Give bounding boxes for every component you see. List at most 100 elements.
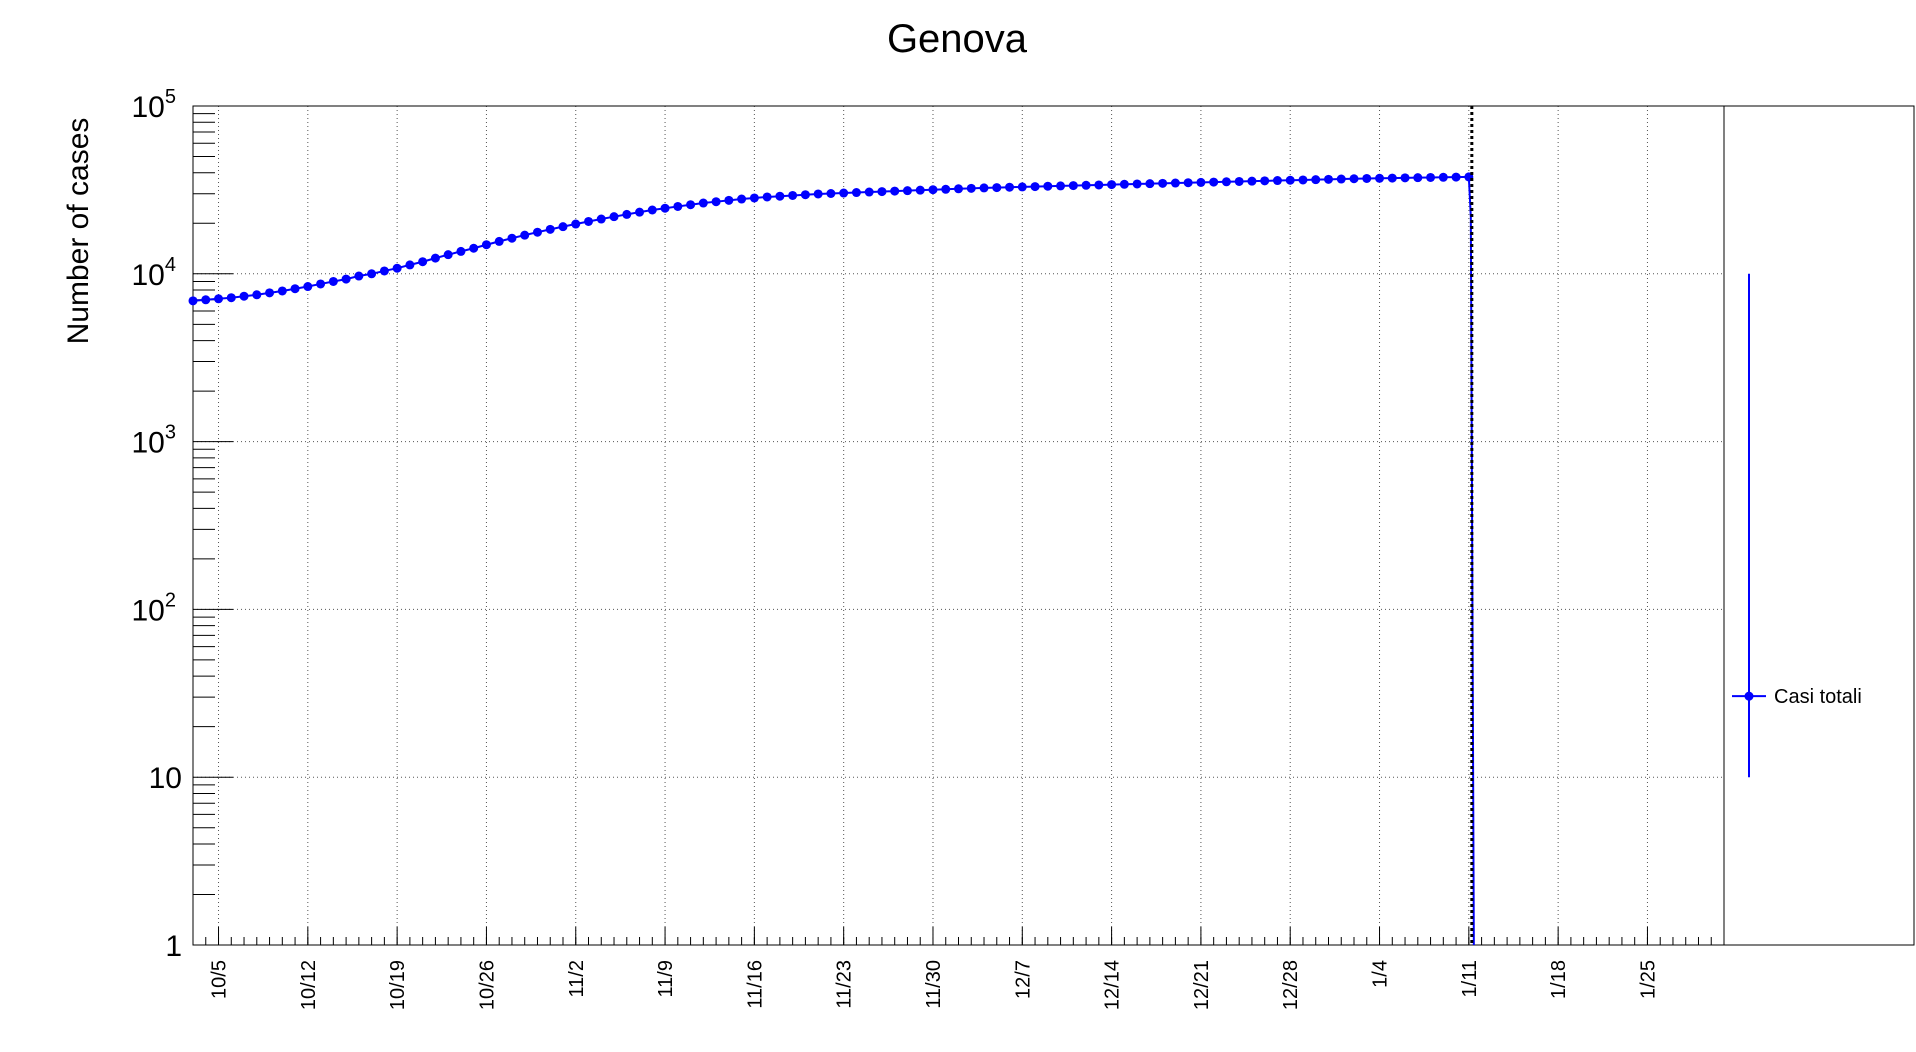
- x-tick-label: 12/21: [1191, 960, 1213, 1010]
- x-tick-label: 12/14: [1102, 960, 1124, 1010]
- series-layer: [188, 106, 1475, 946]
- data-point: [430, 253, 440, 263]
- data-point: [1387, 173, 1397, 183]
- data-point: [775, 191, 785, 201]
- data-point: [1438, 172, 1448, 182]
- legend-marker: [1744, 691, 1754, 701]
- data-point: [584, 216, 594, 226]
- y-tick-label-base: 1: [165, 930, 182, 963]
- y-tick-label-exponent: 2: [165, 589, 176, 611]
- x-tick-label: 11/9: [655, 960, 677, 997]
- y-tick-label: 104: [132, 254, 177, 292]
- y-tick-label-exponent: 4: [165, 254, 176, 276]
- y-tick-label-exponent: 5: [165, 86, 176, 108]
- data-point: [277, 286, 287, 296]
- data-point: [316, 279, 326, 289]
- data-point: [800, 190, 810, 200]
- y-tick-label: 102: [132, 589, 177, 627]
- data-point: [354, 271, 364, 281]
- data-point: [698, 198, 708, 208]
- data-point: [571, 219, 581, 229]
- data-point: [992, 183, 1002, 193]
- data-point: [1183, 178, 1193, 188]
- x-tick-label: 12/7: [1012, 960, 1034, 999]
- data-point: [890, 186, 900, 196]
- data-point: [239, 291, 249, 301]
- data-point: [915, 185, 925, 195]
- data-point: [341, 274, 351, 284]
- x-tick-label: 1/11: [1459, 960, 1481, 997]
- data-point: [1247, 176, 1257, 186]
- data-point: [1298, 175, 1308, 185]
- data-point: [456, 246, 466, 256]
- data-point: [954, 184, 963, 194]
- x-tick-label: 11/16: [744, 960, 766, 1009]
- data-point: [1221, 177, 1231, 187]
- data-point: [686, 200, 696, 210]
- data-point: [826, 188, 836, 198]
- data-point: [877, 187, 887, 197]
- data-point: [711, 197, 721, 207]
- data-point: [328, 276, 338, 286]
- data-point: [966, 183, 976, 193]
- data-point: [469, 243, 479, 253]
- x-tick-label: 11/2: [566, 960, 588, 997]
- x-tick-label: 10/5: [209, 960, 231, 999]
- data-point: [749, 193, 759, 203]
- data-point: [188, 296, 198, 306]
- data-point: [1285, 175, 1295, 185]
- x-tick-label: 11/23: [834, 960, 856, 1009]
- data-point: [494, 236, 504, 246]
- data-point: [1375, 173, 1385, 183]
- data-point: [851, 188, 861, 198]
- data-point: [532, 227, 542, 237]
- y-tick-label: 105: [132, 86, 177, 124]
- data-point: [303, 282, 313, 292]
- data-point: [1311, 175, 1321, 185]
- data-point: [1234, 176, 1244, 186]
- y-tick-label: 10: [149, 762, 182, 795]
- y-tick-label-base: 10: [132, 259, 165, 292]
- data-point: [214, 294, 224, 304]
- data-point: [839, 188, 849, 198]
- x-tick-label: 1/25: [1637, 960, 1659, 999]
- data-point: [545, 224, 555, 234]
- data-point: [1081, 180, 1091, 190]
- data-point: [507, 233, 517, 243]
- data-point: [941, 184, 951, 194]
- axes: 10/5 10/12 10/19 10/26 11/2 11/9 11/16 11/23 11/…: [132, 86, 1915, 1010]
- data-point: [1005, 182, 1015, 192]
- data-point: [724, 195, 734, 205]
- data-point: [392, 263, 402, 273]
- data-point: [379, 266, 389, 276]
- data-point: [1017, 182, 1027, 192]
- data-point: [1068, 181, 1078, 191]
- data-point: [762, 192, 772, 202]
- data-point: [1119, 179, 1129, 189]
- data-point: [737, 194, 747, 204]
- data-point: [1362, 173, 1372, 183]
- x-tick-label: 1/18: [1548, 960, 1570, 999]
- x-tick-label: 10/12: [298, 960, 320, 1010]
- chart-title: Genova: [887, 17, 1028, 61]
- data-point: [252, 290, 262, 300]
- data-point: [1400, 173, 1410, 183]
- data-point: [813, 189, 823, 199]
- data-point: [1030, 182, 1040, 192]
- plot-frame: [192, 105, 1915, 946]
- y-tick-label: 1: [165, 930, 182, 963]
- data-point: [1209, 177, 1219, 187]
- data-point: [1349, 174, 1359, 184]
- data-point: [1170, 178, 1180, 188]
- data-point: [647, 205, 657, 215]
- y-tick-label-base: 10: [132, 427, 165, 460]
- y-tick-label-exponent: 3: [165, 422, 176, 444]
- data-point: [1158, 178, 1168, 188]
- y-tick-label-base: 10: [132, 91, 165, 124]
- data-point: [979, 183, 989, 193]
- data-point: [367, 269, 377, 279]
- data-point: [1426, 172, 1436, 182]
- x-tick-label: 11/30: [923, 960, 945, 1009]
- data-point: [928, 185, 938, 195]
